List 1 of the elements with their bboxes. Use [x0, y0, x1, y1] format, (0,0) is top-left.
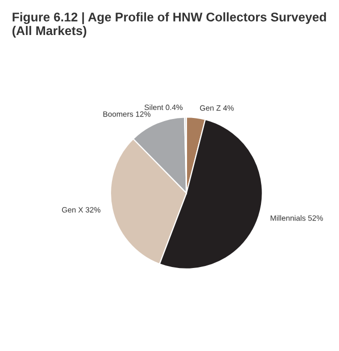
chart-title: Figure 6.12 | Age Profile of HNW Collectors Surveyed (All Markets): [12, 12, 326, 38]
